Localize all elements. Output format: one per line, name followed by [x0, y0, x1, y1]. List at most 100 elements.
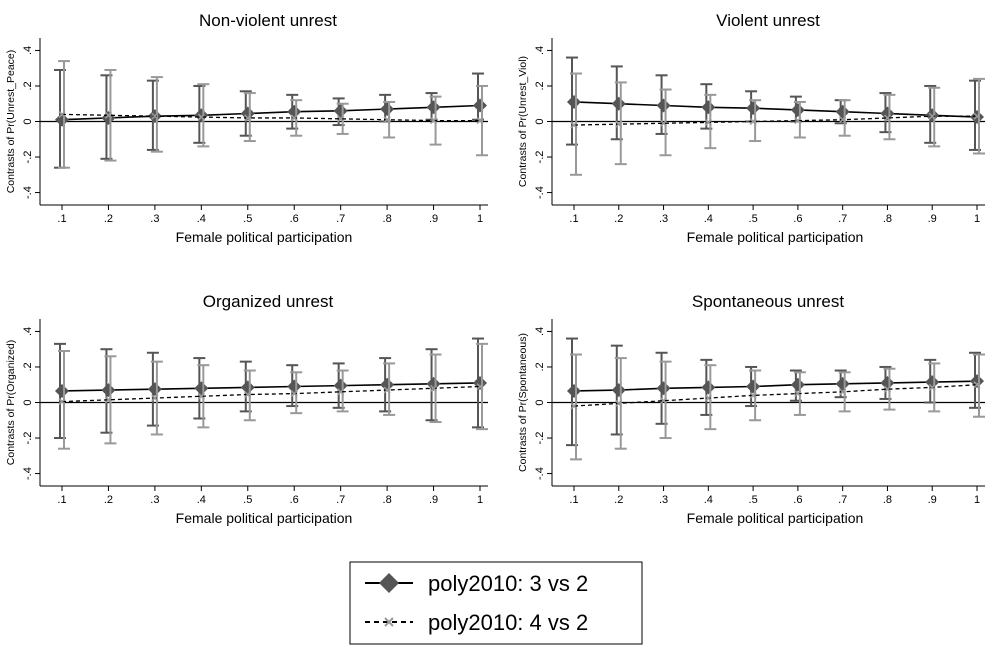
point-x — [659, 119, 668, 127]
series-line — [61, 385, 481, 403]
point-diamond — [746, 379, 761, 394]
y-tick-label: 0 — [534, 399, 546, 405]
point-x — [749, 391, 757, 399]
point-x — [973, 381, 981, 389]
chart-title: Spontaneous unrest — [692, 292, 844, 311]
point-x — [704, 118, 712, 126]
legend: poly2010: 3 vs 2 poly2010: 4 vs 2 — [349, 561, 643, 645]
point-x — [794, 117, 802, 125]
point-diamond — [880, 375, 895, 390]
point-x — [58, 398, 66, 406]
x-tick-label: .5 — [749, 213, 758, 225]
point-diamond — [287, 104, 302, 119]
series-line — [573, 101, 978, 118]
series-line — [573, 380, 978, 392]
y-axis-label: Contrasts of Pr(Unrest_Viol) — [517, 56, 529, 187]
point-x — [151, 394, 159, 402]
x-tick-label: .3 — [150, 213, 159, 225]
point-x — [197, 113, 205, 121]
point-diamond — [194, 108, 209, 123]
series-1 — [54, 68, 487, 169]
point-x — [570, 121, 578, 129]
x-tick-label: .9 — [928, 213, 937, 225]
point-x — [973, 112, 981, 120]
point-x — [337, 388, 345, 396]
legend-item-1: poly2010: 3 vs 2 — [365, 571, 588, 596]
x-tick-label: 1 — [974, 494, 980, 506]
x-tick-label: .7 — [838, 213, 847, 225]
x-tick-label: .9 — [928, 494, 937, 506]
point-x — [704, 394, 712, 402]
y-tick-label: -.4 — [534, 467, 546, 480]
point-diamond — [473, 375, 487, 390]
point-diamond — [473, 98, 487, 113]
series-2 — [570, 353, 985, 461]
y-axis-label: Contrasts of Pr(Spontaneous) — [517, 333, 529, 472]
series-line — [573, 384, 978, 407]
legend-label-1: poly2010: 3 vs 2 — [428, 571, 588, 596]
point-x — [429, 117, 438, 125]
x-axis-label: Female political participation — [176, 229, 353, 245]
point-diamond — [701, 380, 716, 395]
x-tick-label: .1 — [569, 494, 578, 506]
series-1 — [566, 56, 984, 151]
y-tick-label: -.4 — [22, 467, 34, 480]
x-tick-label: 1 — [974, 213, 980, 225]
point-diamond — [55, 383, 69, 398]
point-x — [290, 390, 298, 398]
series-line — [61, 382, 481, 392]
x-tick-label: .1 — [569, 213, 578, 225]
point-x — [104, 111, 113, 119]
point-diamond — [567, 94, 581, 109]
y-tick-label: -.4 — [22, 186, 34, 199]
x-tick-label: .9 — [429, 213, 438, 225]
chart-panel-2: Violent unrest -.4 -.2 0 .2 .4 Contrasts of Pr… — [517, 11, 985, 245]
y-tick-label: .2 — [22, 81, 34, 90]
point-diamond — [240, 380, 255, 395]
point-x — [928, 383, 936, 391]
y-tick-label: 0 — [22, 399, 34, 405]
x-tick-label: .3 — [150, 494, 159, 506]
point-diamond — [567, 383, 581, 398]
y-tick-label: .2 — [22, 362, 34, 371]
point-diamond — [101, 110, 116, 125]
point-diamond — [611, 96, 626, 111]
point-diamond — [240, 106, 255, 121]
chart-title: Violent unrest — [716, 11, 820, 30]
x-tick-label: .4 — [704, 213, 713, 225]
y-tick-label: .4 — [534, 46, 546, 55]
point-diamond — [656, 381, 671, 396]
point-diamond — [333, 103, 348, 118]
series-1 — [54, 337, 487, 440]
point-diamond — [925, 375, 940, 390]
point-x — [476, 382, 484, 391]
x-tick-label: .6 — [290, 494, 299, 506]
x-tick-label: .4 — [197, 494, 206, 506]
y-tick-label: -.4 — [534, 186, 546, 199]
point-x — [337, 115, 345, 123]
point-x — [928, 112, 936, 120]
x-tick-label: .1 — [57, 213, 66, 225]
chart-panel-3: Organized unrest -.4 -.2 0 .2 .4 Contrasts of … — [5, 292, 488, 526]
point-diamond — [746, 101, 761, 116]
chart-panel-1: Non-violent unrest -.4 -.2 0 .2 .4 Contrasts o… — [5, 11, 488, 245]
chart-title: Non-violent unrest — [199, 11, 337, 30]
x-tick-label: .1 — [57, 494, 66, 506]
point-diamond — [970, 374, 984, 389]
point-x — [476, 117, 484, 125]
x-tick-label: .9 — [429, 494, 438, 506]
point-diamond — [701, 100, 716, 115]
point-diamond — [101, 383, 116, 398]
y-tick-label: .4 — [22, 46, 34, 55]
point-x — [197, 392, 205, 400]
point-x — [794, 390, 802, 398]
x-tick-label: 1 — [477, 213, 483, 225]
point-x — [58, 110, 66, 118]
point-x — [883, 385, 892, 393]
point-diamond — [426, 100, 441, 115]
point-x — [244, 114, 252, 122]
point-x — [244, 390, 252, 399]
x-tick-label: .6 — [793, 213, 802, 225]
point-x — [429, 384, 438, 392]
